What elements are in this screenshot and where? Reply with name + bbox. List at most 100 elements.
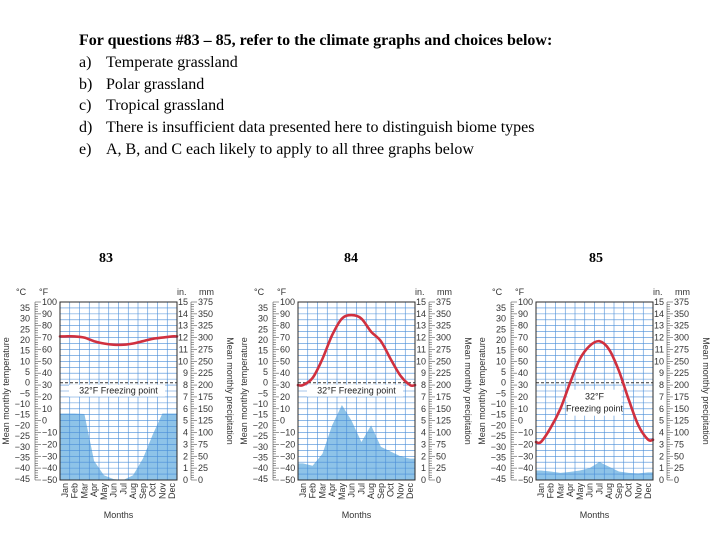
fahrenheit-tick-label: 10 (42, 404, 52, 414)
fahrenheit-tick-label: 100 (518, 297, 533, 307)
choice-a: a) Temperate grassland (79, 52, 699, 74)
month-tick-label: Sep (376, 483, 386, 499)
celsius-tick-label: 0 (25, 378, 30, 388)
precipitation-axis-title: Mean monthly precipitation (463, 337, 473, 445)
fahrenheit-tick-label: 80 (280, 321, 290, 331)
inches-unit-label: in. (653, 287, 663, 297)
millimeter-tick-label: 350 (436, 309, 451, 319)
millimeter-tick-label: 375 (436, 297, 451, 307)
fahrenheit-tick-label: 70 (280, 333, 290, 343)
month-tick-label: May (575, 483, 585, 501)
millimeter-tick-label: 125 (674, 416, 689, 426)
month-tick-label: Dec (167, 483, 177, 500)
millimeter-tick-label: 200 (198, 380, 213, 390)
millimeter-tick-label: 50 (436, 451, 446, 461)
inches-tick-label: 15 (416, 297, 426, 307)
celsius-tick-label: −35 (15, 452, 30, 462)
inches-tick-label: 2 (183, 451, 188, 461)
inches-tick-label: 2 (659, 451, 664, 461)
months-axis-title: Months (104, 510, 134, 520)
millimeter-tick-label: 350 (674, 309, 689, 319)
fahrenheit-tick-label: 100 (42, 297, 57, 307)
celsius-tick-label: 30 (20, 314, 30, 324)
celsius-tick-label: 15 (20, 346, 30, 356)
fahrenheit-tick-label: 80 (518, 321, 528, 331)
fahrenheit-tick-label: −30 (518, 451, 533, 461)
freezing-label: 32°F (585, 392, 605, 402)
celsius-tick-label: 15 (258, 346, 268, 356)
millimeter-tick-label: 100 (198, 428, 213, 438)
inches-tick-label: 5 (183, 416, 188, 426)
inches-tick-label: 13 (654, 321, 664, 331)
month-tick-label: Nov (157, 483, 167, 500)
inches-tick-label: 6 (421, 404, 426, 414)
month-tick-label: Mar (79, 483, 89, 499)
millimeter-tick-label: 150 (436, 404, 451, 414)
fahrenheit-tick-label: 40 (518, 368, 528, 378)
inches-tick-label: 13 (416, 321, 426, 331)
choice-b: b) Polar grassland (79, 74, 699, 96)
celsius-tick-label: −10 (253, 399, 268, 409)
millimeter-tick-label: 275 (674, 344, 689, 354)
temperature-axis-title: Mean monthly temperature (1, 337, 11, 445)
choice-letter: b) (79, 75, 93, 93)
temperature-line (58, 335, 179, 347)
inches-tick-label: 3 (659, 439, 664, 449)
choice-text: Polar grassland (106, 75, 205, 93)
month-tick-label: Sep (138, 483, 148, 499)
millimeter-tick-label: 75 (674, 439, 684, 449)
inches-tick-label: 6 (183, 404, 188, 414)
inches-tick-label: 7 (659, 392, 664, 402)
month-tick-label: Apr (89, 483, 99, 497)
climate-graph-84: 32°F Freezing point °C °F in. mm 35 30 25 20 15 10… (238, 284, 478, 524)
choice-e: e) A, B, and C each likely to apply to al… (79, 139, 699, 161)
fahrenheit-tick-label: 50 (42, 356, 52, 366)
fahrenheit-tick-label: 70 (42, 333, 52, 343)
fahrenheit-tick-label: 50 (518, 356, 528, 366)
temperature-axis-title: Mean monthly temperature (239, 337, 249, 445)
temperature-line (296, 313, 417, 388)
millimeter-tick-label: 375 (674, 297, 689, 307)
millimeter-tick-label: 275 (436, 344, 451, 354)
month-tick-label: Jul (594, 483, 604, 495)
celsius-tick-label: 30 (496, 314, 506, 324)
celsius-tick-label: −30 (253, 442, 268, 452)
inches-tick-label: 12 (178, 333, 188, 343)
fahrenheit-tick-label: 0 (42, 416, 47, 426)
month-tick-label: Jan (298, 483, 308, 498)
fahrenheit-tick-label: 50 (280, 356, 290, 366)
millimeter-tick-label: 175 (198, 392, 213, 402)
month-tick-label: Jun (585, 483, 595, 498)
celsius-tick-label: 20 (496, 335, 506, 345)
freezing-label-bg (69, 384, 165, 397)
inches-tick-label: 11 (655, 344, 664, 354)
millimeter-tick-label: 300 (436, 333, 451, 343)
fahrenheit-tick-label: −50 (518, 475, 533, 485)
fahrenheit-tick-label: 10 (518, 404, 528, 414)
millimeter-tick-label: 325 (436, 321, 451, 331)
month-tick-label: Feb (70, 483, 80, 499)
celsius-tick-label: 15 (496, 346, 506, 356)
millimeter-tick-label: 325 (198, 321, 213, 331)
celsius-unit-label: °C (254, 287, 265, 297)
inches-tick-label: 11 (179, 344, 188, 354)
month-tick-label: May (99, 483, 109, 501)
celsius-tick-label: 25 (496, 324, 506, 334)
fahrenheit-tick-label: −10 (42, 428, 57, 438)
graph-number-84: 84 (344, 251, 358, 266)
celsius-tick-label: −15 (15, 410, 30, 420)
celsius-tick-label: −20 (253, 420, 268, 430)
month-tick-label: Jul (118, 483, 128, 495)
month-tick-label: May (337, 483, 347, 501)
choice-d: d) There is insufficient data presented h… (79, 117, 699, 139)
month-tick-label: Aug (366, 483, 376, 499)
celsius-tick-label: −40 (15, 463, 30, 473)
months-axis-title: Months (342, 510, 372, 520)
millimeter-tick-label: 200 (436, 380, 451, 390)
inches-tick-label: 14 (416, 309, 426, 319)
celsius-unit-label: °C (16, 287, 27, 297)
millimeter-tick-label: 25 (198, 463, 208, 473)
fahrenheit-tick-label: −40 (518, 463, 533, 473)
inches-tick-label: 12 (416, 333, 426, 343)
